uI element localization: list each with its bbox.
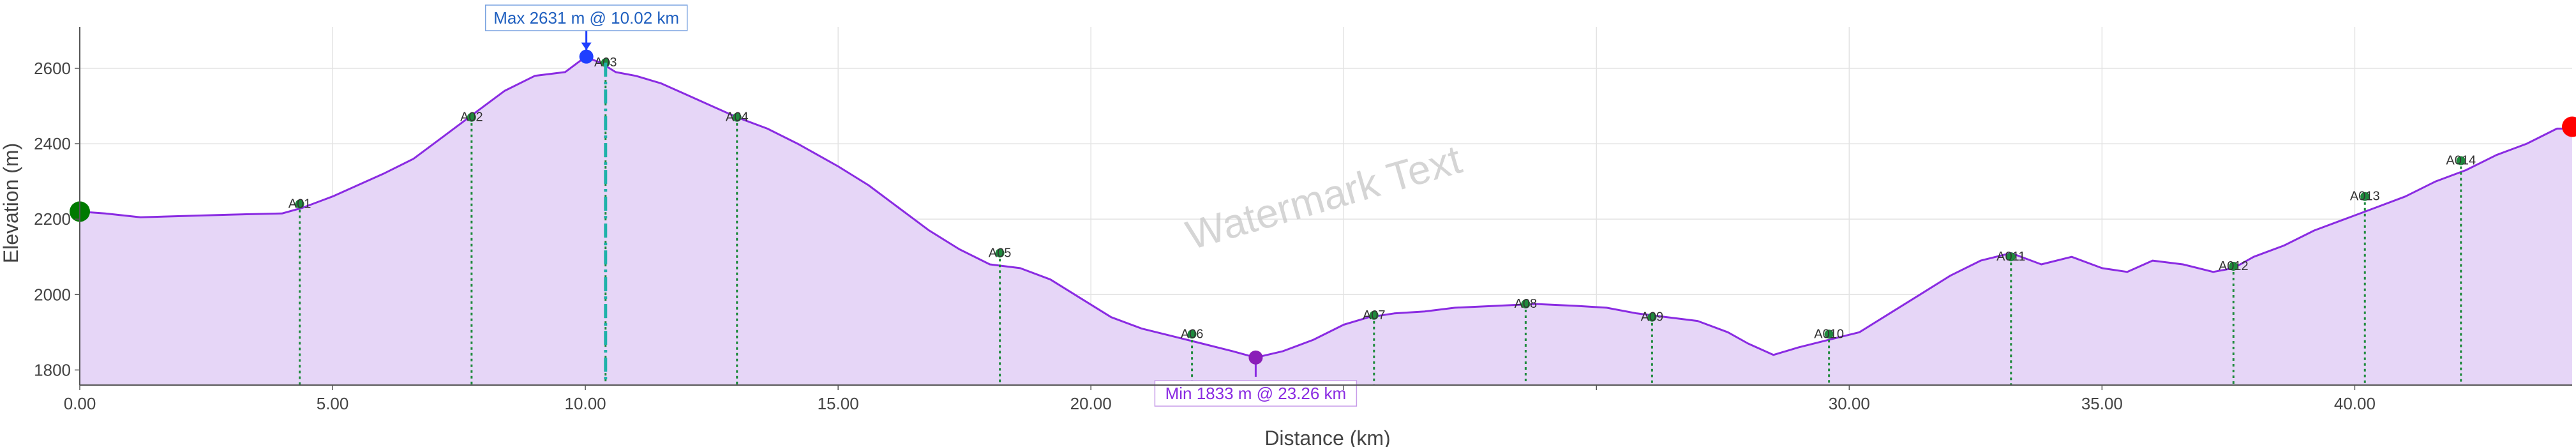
y-tick-label: 2200 [34,209,71,229]
y-axis-title: Elevation (m) [0,143,22,264]
axes: 0.00 5.00 10.00 15.00 20.00 30.00 35.00 40.00 18… [34,27,2572,413]
checkpoint-marker [2360,192,2370,201]
min-label: Min 1833 m @ 23.26 km [1165,384,1347,403]
checkpoint-label: A07 [1363,308,1386,322]
checkpoint-label: A05 [989,246,1012,260]
x-axis-title: Distance (km) [1264,427,1390,447]
elevation-area [79,56,2572,385]
checkpoint-label: A010 [1814,327,1844,341]
checkpoint-marker [2006,252,2016,262]
checkpoint-marker [732,112,742,122]
checkpoint-label: A02 [460,110,483,125]
checkpoint-marker [1824,330,1834,339]
x-tick-label: 0.00 [64,394,96,413]
max-arrow-head [581,42,592,50]
max-marker [579,49,594,64]
y-tick-label: 2400 [34,134,71,153]
elevation-line [79,56,2572,359]
checkpoint-marker [467,112,476,122]
x-tick-label: 10.00 [565,394,606,413]
y-tick-label: 1800 [34,360,71,379]
x-tick-label: 20.00 [1070,394,1112,413]
checkpoint-label: A011 [1996,250,2025,264]
checkpoint-label: A012 [2219,259,2249,273]
checkpoint-label: A013 [2350,190,2380,204]
x-tick-label: 5.00 [317,394,349,413]
checkpoints: A01A02A03A04A05A06A07A08A09A010A011A012A… [288,56,2476,385]
checkpoint-marker [995,248,1005,258]
x-tick-label: 30.00 [1829,394,1870,413]
checkpoint-label: A06 [1181,327,1204,341]
end-point-marker [2562,116,2576,137]
checkpoint-label: A08 [1515,297,1538,311]
x-tick-label: 35.00 [2081,394,2123,413]
x-tick-label: 40.00 [2334,394,2376,413]
checkpoint-marker [1369,310,1379,320]
max-label: Max 2631 m @ 10.02 km [493,8,679,27]
checkpoint-label: A014 [2446,154,2476,168]
checkpoint-label: A04 [726,110,749,125]
y-tick-label: 2000 [34,285,71,304]
checkpoint-label: A09 [1641,310,1664,324]
x-tick-label: 15.00 [818,394,859,413]
elevation-fill [80,57,2572,385]
checkpoint-marker [295,199,304,209]
checkpoint-marker [1647,312,1657,322]
checkpoint-marker [1521,299,1531,309]
max-label-box [484,4,688,31]
y-tick-label: 2600 [34,59,71,78]
checkpoint-marker [1187,330,1197,339]
checkpoint-marker [2456,156,2466,165]
checkpoint-label: A01 [288,197,311,211]
min-marker [1248,350,1263,365]
checkpoint-marker [2229,261,2238,271]
